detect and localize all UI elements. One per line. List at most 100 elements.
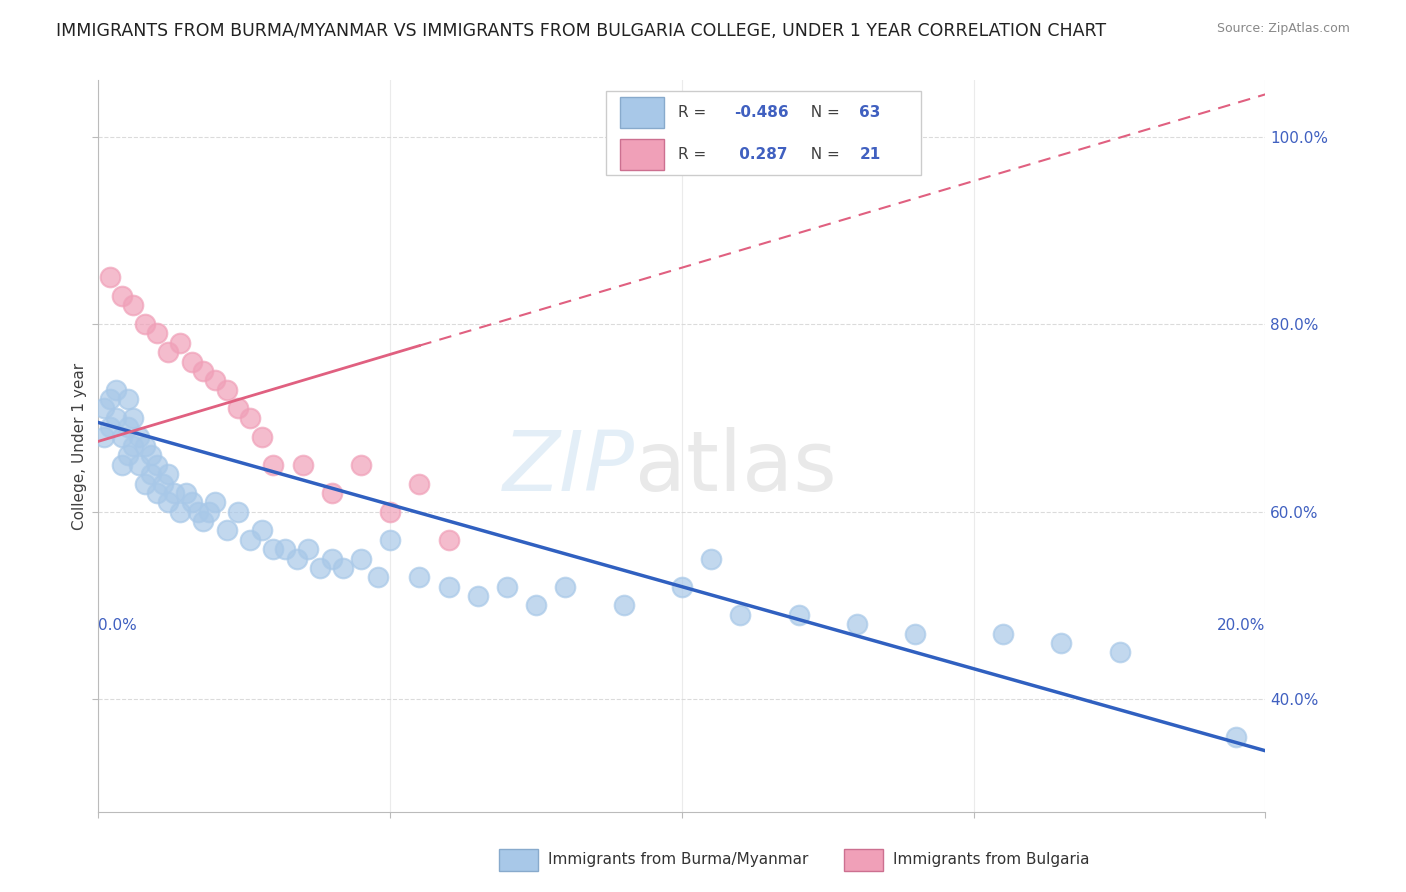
Point — [700, 551, 723, 566]
Text: Immigrants from Burma/Myanmar: Immigrants from Burma/Myanmar — [548, 853, 808, 867]
Point — [146, 326, 169, 341]
Point — [122, 298, 145, 312]
Point — [180, 354, 202, 368]
Point — [350, 458, 373, 472]
Point — [262, 542, 284, 557]
Point — [93, 401, 115, 416]
Point — [104, 383, 127, 397]
Point — [380, 505, 402, 519]
Point — [215, 524, 238, 538]
Point — [174, 486, 197, 500]
Point — [111, 429, 134, 443]
Point — [367, 570, 389, 584]
Text: atlas: atlas — [636, 427, 837, 508]
Point — [904, 626, 927, 640]
Point — [98, 420, 121, 434]
Point — [215, 383, 238, 397]
Point — [157, 345, 180, 359]
Point — [274, 542, 297, 557]
Text: N =: N = — [801, 104, 845, 120]
Point — [117, 449, 139, 463]
Point — [139, 449, 162, 463]
Text: 63: 63 — [859, 104, 880, 120]
Text: R =: R = — [679, 104, 711, 120]
Point — [262, 458, 284, 472]
Point — [554, 580, 576, 594]
Text: 20.0%: 20.0% — [1218, 618, 1265, 633]
Point — [321, 486, 343, 500]
Point — [146, 486, 169, 500]
Point — [163, 486, 186, 500]
Point — [787, 607, 810, 622]
Point — [496, 580, 519, 594]
Point — [309, 561, 332, 575]
Point — [408, 476, 430, 491]
Point — [122, 410, 145, 425]
Point — [250, 429, 273, 443]
Point — [1108, 645, 1130, 659]
Point — [187, 505, 209, 519]
Y-axis label: College, Under 1 year: College, Under 1 year — [72, 362, 87, 530]
Text: 0.287: 0.287 — [734, 147, 787, 161]
Point — [98, 270, 121, 285]
Point — [239, 533, 262, 547]
Point — [104, 410, 127, 425]
Point — [157, 467, 180, 482]
Point — [193, 514, 215, 528]
Point — [297, 542, 319, 557]
Point — [350, 551, 373, 566]
Point — [134, 476, 156, 491]
Point — [671, 580, 693, 594]
Point — [128, 429, 150, 443]
Point — [169, 335, 191, 350]
FancyBboxPatch shape — [620, 139, 665, 169]
Point — [321, 551, 343, 566]
Point — [128, 458, 150, 472]
Point — [846, 617, 869, 632]
Point — [467, 589, 489, 603]
Point — [380, 533, 402, 547]
Point — [111, 289, 134, 303]
Point — [524, 599, 547, 613]
Point — [134, 317, 156, 331]
Point — [98, 392, 121, 406]
Point — [730, 607, 752, 622]
Point — [612, 599, 634, 613]
Point — [146, 458, 169, 472]
Text: -0.486: -0.486 — [734, 104, 789, 120]
Point — [111, 458, 134, 472]
FancyBboxPatch shape — [606, 91, 921, 176]
Point — [180, 495, 202, 509]
Text: 0.0%: 0.0% — [98, 618, 138, 633]
Point — [991, 626, 1014, 640]
Text: IMMIGRANTS FROM BURMA/MYANMAR VS IMMIGRANTS FROM BULGARIA COLLEGE, UNDER 1 YEAR : IMMIGRANTS FROM BURMA/MYANMAR VS IMMIGRA… — [56, 22, 1107, 40]
Point — [239, 410, 262, 425]
Point — [117, 392, 139, 406]
Point — [1225, 730, 1247, 744]
Text: R =: R = — [679, 147, 711, 161]
Point — [437, 580, 460, 594]
Text: N =: N = — [801, 147, 845, 161]
Point — [332, 561, 354, 575]
Point — [193, 364, 215, 378]
Point — [139, 467, 162, 482]
Text: ZIP: ZIP — [503, 427, 636, 508]
Point — [291, 458, 314, 472]
Point — [228, 505, 250, 519]
Point — [204, 373, 226, 387]
Point — [152, 476, 174, 491]
Point — [1050, 636, 1073, 650]
Point — [93, 429, 115, 443]
Point — [134, 439, 156, 453]
Text: Source: ZipAtlas.com: Source: ZipAtlas.com — [1216, 22, 1350, 36]
FancyBboxPatch shape — [620, 97, 665, 128]
Point — [250, 524, 273, 538]
Point — [198, 505, 221, 519]
Point — [437, 533, 460, 547]
Text: Immigrants from Bulgaria: Immigrants from Bulgaria — [893, 853, 1090, 867]
Point — [157, 495, 180, 509]
Point — [408, 570, 430, 584]
Point — [117, 420, 139, 434]
Point — [285, 551, 308, 566]
Text: 21: 21 — [859, 147, 880, 161]
